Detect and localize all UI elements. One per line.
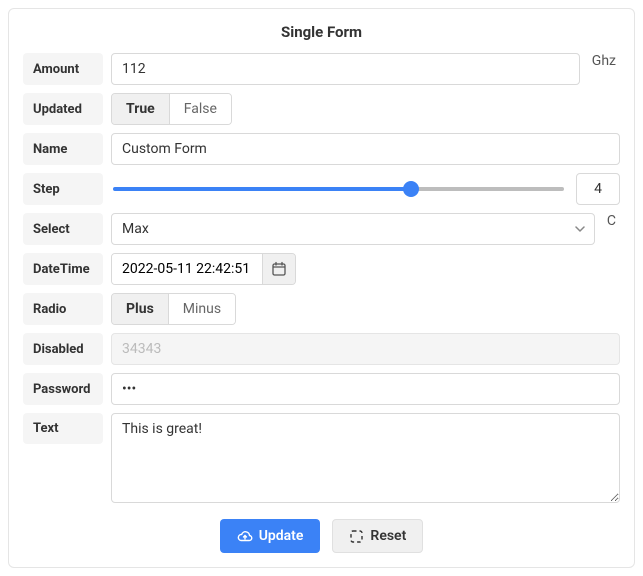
reset-button[interactable]: Reset [332,519,423,553]
updated-option-true[interactable]: True [112,94,169,124]
row-step: Step [23,173,620,205]
label-disabled: Disabled [23,333,103,365]
update-button[interactable]: Update [220,519,321,553]
datetime-input[interactable] [112,254,262,284]
updated-option-false[interactable]: False [169,94,231,124]
row-text: Text [23,413,620,503]
reset-button-label: Reset [370,528,406,544]
select-wrap[interactable] [111,213,595,245]
select-suffix: C [603,213,620,245]
password-input[interactable] [111,373,620,405]
label-select: Select [23,213,103,245]
disabled-input [111,333,620,365]
radio-option-plus[interactable]: Plus [112,294,168,324]
update-button-label: Update [259,528,304,544]
row-password: Password [23,373,620,405]
step-value-input[interactable] [576,173,620,205]
row-amount: Amount Ghz [23,53,620,85]
label-text: Text [23,413,103,444]
row-disabled: Disabled [23,333,620,365]
amount-input[interactable] [111,53,580,85]
row-datetime: DateTime [23,253,620,285]
form-title: Single Form [23,23,620,41]
cloud-upload-icon [237,529,253,543]
name-input[interactable] [111,133,620,165]
radio-segment: Plus Minus [111,293,236,325]
label-password: Password [23,373,103,405]
row-select: Select C [23,213,620,245]
calendar-button[interactable] [262,254,295,284]
radio-option-minus[interactable]: Minus [168,294,235,324]
step-slider[interactable] [113,187,564,191]
updated-segment: True False [111,93,232,125]
datetime-wrap [111,253,296,285]
row-radio: Radio Plus Minus [23,293,620,325]
row-name: Name [23,133,620,165]
text-textarea[interactable] [111,413,620,503]
label-datetime: DateTime [23,253,103,285]
row-updated: Updated True False [23,93,620,125]
reset-icon [349,529,364,544]
form-card: Single Form Amount Ghz Updated True Fals… [8,8,635,568]
label-updated: Updated [23,93,103,125]
label-name: Name [23,133,103,165]
button-bar: Update Reset [23,519,620,553]
label-radio: Radio [23,293,103,325]
select-input[interactable] [111,213,595,245]
label-amount: Amount [23,53,103,85]
label-step: Step [23,173,103,205]
calendar-icon [271,261,287,277]
amount-suffix: Ghz [588,53,620,85]
